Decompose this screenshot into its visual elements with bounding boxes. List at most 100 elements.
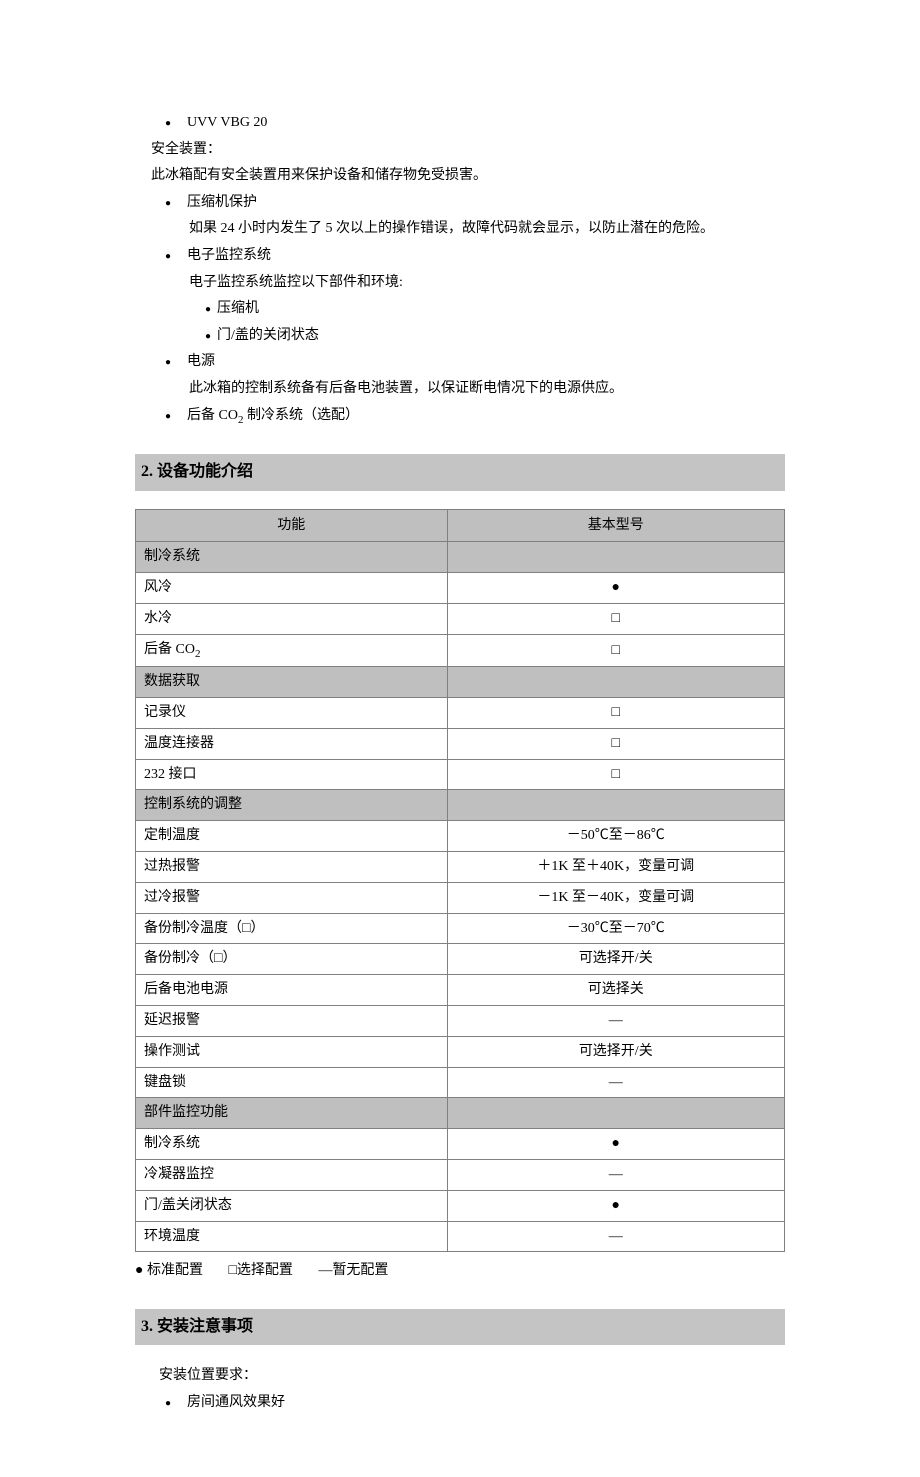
- legend-optional: □选择配置: [228, 1263, 292, 1278]
- table-category-row: 部件监控功能: [136, 1098, 785, 1129]
- table-category-row: 制冷系统: [136, 542, 785, 573]
- bullet-co2: ● 后备 CO2 制冷系统（选配）: [165, 403, 785, 431]
- bullet-dot-icon: ●: [165, 407, 171, 426]
- bullet-dot-icon: ●: [165, 1394, 171, 1413]
- cell-value: ＋1K 至＋40K，变量可调: [447, 852, 784, 883]
- table-row: 冷凝器监控—: [136, 1160, 785, 1191]
- table-row: 定制温度－50℃至－86℃: [136, 821, 785, 852]
- cat-data: 数据获取: [136, 667, 448, 698]
- col-function: 功能: [136, 509, 448, 542]
- co2-prefix: 后备 CO: [187, 408, 238, 423]
- table-row: 温度连接器□: [136, 728, 785, 759]
- bullet-co2-text: 后备 CO2 制冷系统（选配）: [187, 403, 359, 431]
- cell-value: □: [447, 728, 784, 759]
- sub-bullet-compressor: ● 压缩机: [205, 296, 785, 323]
- cell-value: □: [447, 759, 784, 790]
- cell-label: 记录仪: [136, 698, 448, 729]
- cell-label: 232 接口: [136, 759, 448, 790]
- cell-value: ●: [447, 1190, 784, 1221]
- cell-label: 门/盖关闭状态: [136, 1190, 448, 1221]
- cell-value: —: [447, 1160, 784, 1191]
- bullet-dot-icon: ●: [165, 194, 171, 213]
- table-row: 环境温度—: [136, 1221, 785, 1252]
- intro-uvv-text: UVV VBG 20: [187, 110, 267, 137]
- table-row: 水冷□: [136, 604, 785, 635]
- cell-value: □: [447, 604, 784, 635]
- table-row: 232 接口□: [136, 759, 785, 790]
- cell-value: —: [447, 1067, 784, 1098]
- cell-value: —: [447, 1006, 784, 1037]
- bullet-dot-icon: ●: [205, 327, 211, 346]
- cat-empty: [447, 542, 784, 573]
- cell-label: 定制温度: [136, 821, 448, 852]
- table-row: 备份制冷（□）可选择开/关: [136, 944, 785, 975]
- cell-label: 延迟报警: [136, 1006, 448, 1037]
- cell-value: －50℃至－86℃: [447, 821, 784, 852]
- bullet-monitor-desc: 电子监控系统监控以下部件和环境:: [189, 270, 785, 297]
- co2-suffix: 制冷系统（选配）: [244, 408, 360, 423]
- cell-label: 后备 CO2: [136, 634, 448, 666]
- cell-value: □: [447, 698, 784, 729]
- bullet-monitor-title: 电子监控系统: [187, 243, 271, 270]
- table-row: 备份制冷温度（□）－30℃至－70℃: [136, 913, 785, 944]
- bullet-monitor: ● 电子监控系统: [165, 243, 785, 270]
- table-row: 操作测试可选择开/关: [136, 1036, 785, 1067]
- cat-cooling: 制冷系统: [136, 542, 448, 573]
- table-row: 过热报警＋1K 至＋40K，变量可调: [136, 852, 785, 883]
- table-row: 门/盖关闭状态●: [136, 1190, 785, 1221]
- cell-label: 环境温度: [136, 1221, 448, 1252]
- cell-label: 操作测试: [136, 1036, 448, 1067]
- cell-value: －1K 至－40K，变量可调: [447, 882, 784, 913]
- subscript-2: 2: [195, 648, 201, 660]
- cell-value: —: [447, 1221, 784, 1252]
- table-category-row: 控制系统的调整: [136, 790, 785, 821]
- cell-label: 过热报警: [136, 852, 448, 883]
- table-legend: ● 标准配置 □选择配置 —暂无配置: [135, 1258, 785, 1285]
- table-row: 制冷系统●: [136, 1129, 785, 1160]
- section3-sub: 安装位置要求：: [159, 1363, 785, 1390]
- cat-monitor: 部件监控功能: [136, 1098, 448, 1129]
- cell-value: 可选择开/关: [447, 1036, 784, 1067]
- cell-label: 风冷: [136, 573, 448, 604]
- cat-empty: [447, 667, 784, 698]
- bullet-compressor: ● 压缩机保护: [165, 190, 785, 217]
- bullet-compressor-title: 压缩机保护: [187, 190, 257, 217]
- bullet-compressor-desc: 如果 24 小时内发生了 5 次以上的操作错误，故障代码就会显示，以防止潜在的危…: [189, 216, 785, 243]
- cell-value: 可选择开/关: [447, 944, 784, 975]
- features-table: 功能 基本型号 制冷系统 风冷● 水冷□ 后备 CO2□ 数据获取 记录仪□ 温…: [135, 509, 785, 1253]
- legend-none: —暂无配置: [318, 1263, 388, 1278]
- safety-label: 安全装置：: [151, 137, 785, 164]
- cell-label: 冷凝器监控: [136, 1160, 448, 1191]
- sub-bullet-compressor-text: 压缩机: [217, 296, 259, 323]
- sub-bullet-door-text: 门/盖的关闭状态: [217, 323, 319, 350]
- cat-empty: [447, 1098, 784, 1129]
- table-row: 过冷报警－1K 至－40K，变量可调: [136, 882, 785, 913]
- table-row: 记录仪□: [136, 698, 785, 729]
- cell-label: 制冷系统: [136, 1129, 448, 1160]
- bullet-power: ● 电源: [165, 349, 785, 376]
- cell-value: ●: [447, 573, 784, 604]
- cell-label: 过冷报警: [136, 882, 448, 913]
- legend-standard: ● 标准配置: [135, 1263, 203, 1278]
- bullet-ventilation: ● 房间通风效果好: [165, 1390, 785, 1417]
- cell-label: 温度连接器: [136, 728, 448, 759]
- cell-label: 备份制冷（□）: [136, 944, 448, 975]
- cell-label: 后备电池电源: [136, 975, 448, 1006]
- table-header-row: 功能 基本型号: [136, 509, 785, 542]
- cell-label: 备份制冷温度（□）: [136, 913, 448, 944]
- sub-bullet-door: ● 门/盖的关闭状态: [205, 323, 785, 350]
- intro-bullet-uvv: ● UVV VBG 20: [165, 110, 785, 137]
- cell-value: □: [447, 634, 784, 666]
- table-row: 风冷●: [136, 573, 785, 604]
- bullet-dot-icon: ●: [165, 114, 171, 133]
- table-row: 键盘锁—: [136, 1067, 785, 1098]
- cell-label: 键盘锁: [136, 1067, 448, 1098]
- co2-prefix: 后备 CO: [144, 642, 195, 657]
- safety-desc: 此冰箱配有安全装置用来保护设备和储存物免受损害。: [151, 163, 785, 190]
- col-model: 基本型号: [447, 509, 784, 542]
- cell-value: ●: [447, 1129, 784, 1160]
- table-row: 后备电池电源可选择关: [136, 975, 785, 1006]
- cell-label: 水冷: [136, 604, 448, 635]
- cat-empty: [447, 790, 784, 821]
- cat-control: 控制系统的调整: [136, 790, 448, 821]
